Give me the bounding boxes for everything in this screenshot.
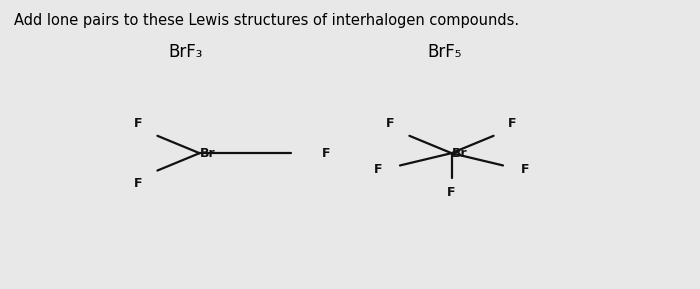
Text: F: F — [508, 117, 517, 130]
Text: F: F — [134, 117, 143, 130]
Text: BrF₃: BrF₃ — [168, 43, 203, 61]
Text: Add lone pairs to these Lewis structures of interhalogen compounds.: Add lone pairs to these Lewis structures… — [14, 13, 519, 28]
Text: F: F — [447, 186, 456, 199]
Text: Br: Br — [452, 147, 467, 160]
Text: F: F — [373, 163, 382, 176]
Text: Br: Br — [199, 147, 215, 160]
Text: F: F — [134, 177, 143, 190]
Text: F: F — [386, 117, 395, 130]
Text: BrF₅: BrF₅ — [427, 43, 462, 61]
Text: F: F — [322, 147, 331, 160]
Text: F: F — [521, 163, 530, 176]
